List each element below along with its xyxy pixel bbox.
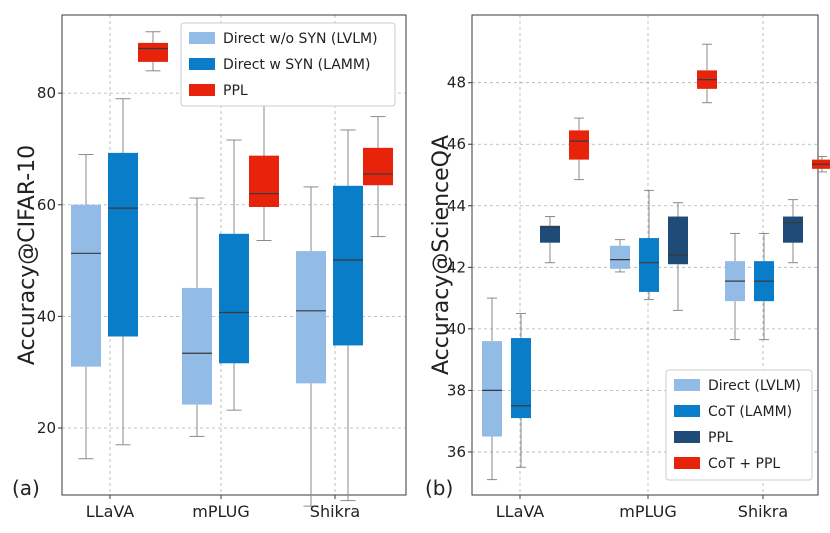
- legend-entry: Direct (LVLM): [708, 378, 801, 394]
- box-cot-ppl-llava: [569, 117, 589, 181]
- box-body: [783, 216, 803, 243]
- box-body: [333, 185, 363, 346]
- box-body: [249, 155, 279, 207]
- y-axis-title-b: Accuracy@ScienceQA: [429, 135, 454, 375]
- box-body: [182, 287, 212, 405]
- box-body: [219, 233, 249, 364]
- box-ppl-llava: [540, 216, 560, 264]
- box-body: [639, 238, 659, 292]
- legend-entry: CoT + PPL: [708, 456, 780, 472]
- box-body: [482, 341, 502, 437]
- legend-entry: CoT (LAMM): [708, 404, 792, 420]
- box-body: [540, 225, 560, 243]
- legend-entry: PPL: [708, 430, 733, 446]
- legend-entry: Direct w/o SYN (LVLM): [223, 31, 378, 47]
- legend-frame: [180, 22, 396, 107]
- legend-swatch: [674, 457, 700, 469]
- box-body: [511, 338, 531, 419]
- plot-frame-a: [61, 14, 407, 496]
- plot-frame-b: [471, 14, 819, 496]
- box-body: [610, 245, 630, 269]
- box-cot-lamm--llava: [511, 312, 531, 468]
- legend-frame: [665, 369, 813, 481]
- y-tick-label: 80: [37, 84, 56, 102]
- legend-a: Direct w/o SYN (LVLM) Direct w SYN (LAMM)…: [180, 22, 396, 107]
- legend-swatch: [674, 431, 700, 443]
- y-tick-label: 40: [447, 320, 466, 338]
- legend-swatch: [189, 58, 215, 70]
- y-tick-label: 44: [447, 197, 466, 215]
- box-ppl-mplug: [249, 92, 279, 241]
- x-tick-label: LLaVA: [496, 502, 545, 521]
- box-body: [569, 130, 589, 160]
- box-direct-w-syn-lamm--llava: [108, 98, 138, 446]
- y-tick-label: 38: [447, 381, 466, 399]
- box-cot-lamm--mplug: [639, 189, 659, 301]
- box-body: [138, 42, 168, 62]
- y-tick-label: 48: [447, 74, 466, 92]
- y-tick-label: 20: [37, 419, 56, 437]
- box-body: [71, 204, 101, 367]
- x-tick-label: Shikra: [310, 502, 360, 521]
- y-tick-label: 36: [447, 443, 466, 461]
- y-tick-label: 46: [447, 135, 466, 153]
- legend-b: Direct (LVLM) CoT (LAMM) PPL CoT + PPL: [665, 369, 813, 481]
- legend-entry: Direct w SYN (LAMM): [223, 57, 370, 73]
- box-direct-w-o-syn-lvlm--llava: [71, 154, 101, 460]
- legend-entry: PPL: [223, 83, 248, 99]
- x-tick-label: mPLUG: [619, 502, 676, 521]
- x-tick-label: Shikra: [738, 502, 788, 521]
- x-tick-label: mPLUG: [192, 502, 249, 521]
- box-ppl-shikra: [363, 116, 393, 238]
- box-body: [363, 147, 393, 186]
- y-tick-label: 60: [37, 196, 56, 214]
- box-direct-lvlm--mplug: [610, 239, 630, 273]
- box-body: [296, 251, 326, 384]
- box-direct-lvlm--shikra: [725, 232, 745, 341]
- y-tick-label: 40: [37, 307, 56, 325]
- box-ppl-mplug: [668, 202, 688, 311]
- legend-swatch: [674, 405, 700, 417]
- box-direct-w-o-syn-lvlm--mplug: [182, 197, 212, 437]
- box-direct-w-o-syn-lvlm--shikra: [296, 186, 326, 507]
- box-body: [108, 152, 138, 337]
- y-axis-title-a: Accuracy@CIFAR-10: [15, 145, 40, 365]
- box-cot-ppl-mplug: [697, 43, 717, 104]
- panel-label-a: (a): [12, 476, 40, 500]
- legend-swatch: [189, 32, 215, 44]
- box-direct-w-syn-lamm--shikra: [333, 129, 363, 502]
- box-body: [668, 216, 688, 265]
- box-cot-ppl-shikra: [812, 156, 830, 173]
- legend-swatch: [674, 379, 700, 391]
- legend-swatch: [189, 84, 215, 96]
- x-tick-label: LLaVA: [86, 502, 135, 521]
- y-tick-label: 42: [447, 258, 466, 276]
- panel-a: 20 40 60 80 LLaVA mPLUG Shikra Accuracy@CIFAR-…: [12, 14, 407, 521]
- panel-label-b: (b): [425, 476, 453, 500]
- box-direct-lvlm--llava: [482, 297, 502, 481]
- box-ppl-shikra: [783, 199, 803, 264]
- box-direct-w-syn-lamm--mplug: [219, 139, 249, 411]
- box-ppl-llava: [138, 31, 168, 72]
- box-cot-lamm--shikra: [754, 232, 774, 341]
- panel-b: 36 38 40 42 44 46 48 LLaVA mPLUG Shikra Accuracy@…: [425, 14, 830, 521]
